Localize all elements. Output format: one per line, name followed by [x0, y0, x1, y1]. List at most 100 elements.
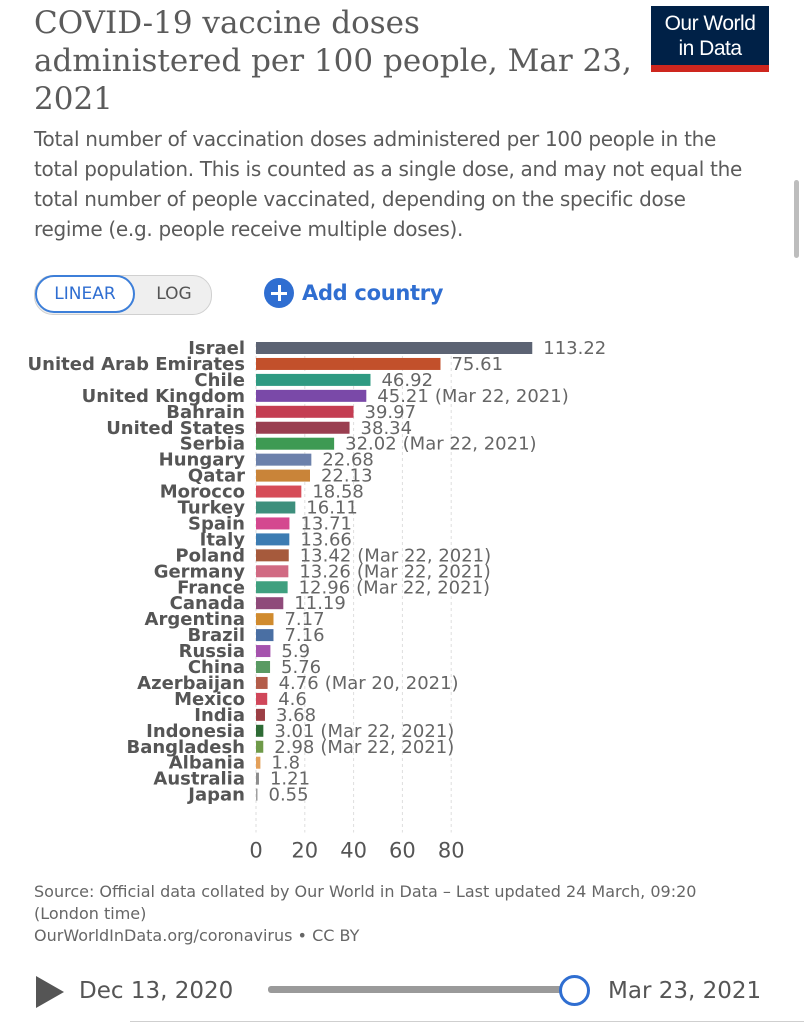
date-note: (Mar 22, 2021)	[356, 577, 490, 598]
category-label[interactable]: Brazil	[187, 625, 245, 646]
x-tick-label: 80	[438, 839, 465, 860]
category-label[interactable]: Spain	[188, 513, 245, 534]
category-label[interactable]: Azerbaijan	[137, 673, 245, 694]
bar[interactable]	[256, 724, 264, 737]
category-label[interactable]: India	[194, 705, 245, 726]
category-label[interactable]: Australia	[153, 769, 245, 790]
category-label[interactable]: Japan	[186, 785, 245, 806]
bar[interactable]	[256, 389, 367, 402]
category-label[interactable]: Morocco	[160, 482, 245, 503]
category-label[interactable]: Bangladesh	[126, 737, 245, 758]
bar[interactable]	[256, 629, 274, 642]
category-label[interactable]: Chile	[194, 370, 245, 391]
value-label: 5.9	[281, 641, 310, 662]
divider	[130, 1021, 804, 1022]
bar[interactable]	[256, 645, 271, 658]
bar[interactable]	[256, 437, 335, 450]
category-label[interactable]: Germany	[154, 561, 246, 582]
add-country-button[interactable]: Add country	[264, 277, 444, 309]
category-label[interactable]: Poland	[175, 545, 245, 566]
timeline-start-date: Dec 13, 2020	[79, 978, 234, 1004]
category-label[interactable]: United Kingdom	[82, 386, 245, 407]
value-label: 113.22	[543, 338, 606, 359]
bar[interactable]	[256, 565, 289, 578]
value-label: 11.19	[294, 593, 346, 614]
bar[interactable]	[256, 581, 288, 594]
bar[interactable]	[256, 342, 533, 354]
timeline-slider-handle[interactable]	[559, 975, 590, 1006]
bar[interactable]	[256, 517, 290, 530]
linear-scale-button[interactable]: LINEAR	[35, 275, 135, 313]
value-label: 4.76	[279, 673, 319, 694]
bar[interactable]	[256, 549, 289, 562]
bar[interactable]	[256, 373, 371, 386]
category-label[interactable]: Albania	[169, 753, 245, 774]
bar[interactable]	[256, 613, 274, 626]
category-label[interactable]: United States	[106, 418, 245, 439]
category-label[interactable]: Canada	[170, 593, 245, 614]
category-label[interactable]: Qatar	[188, 466, 245, 487]
value-label: 0.55	[269, 785, 309, 806]
category-label[interactable]: United Arab Emirates	[28, 354, 245, 375]
bar[interactable]	[256, 485, 302, 498]
category-label[interactable]: Israel	[188, 338, 245, 359]
date-note: (Mar 22, 2021)	[320, 737, 454, 758]
value-label: 2.98	[274, 737, 314, 758]
bar[interactable]	[256, 756, 261, 769]
plus-circle-icon	[264, 278, 294, 308]
category-label[interactable]: Argentina	[145, 609, 245, 630]
date-note: (Mar 22, 2021)	[357, 561, 491, 582]
owid-logo[interactable]: Our World in Data	[651, 6, 769, 72]
bar[interactable]	[256, 405, 354, 418]
category-label[interactable]: Bahrain	[166, 402, 245, 423]
value-label: 5.76	[281, 657, 321, 678]
value-label: 38.34	[361, 418, 413, 439]
x-axis-ticks: 0 20 40 60 80	[249, 839, 464, 860]
bar-chart: Israel 113.22 United Arab Emirates 75.61 Chi…	[28, 338, 607, 860]
bar[interactable]	[256, 788, 258, 801]
value-label: 22.68	[322, 450, 374, 471]
value-label: 75.61	[451, 354, 503, 375]
source-url[interactable]: OurWorldInData.org/coronavirus • CC BY	[34, 926, 360, 945]
value-label: 3.01	[274, 721, 314, 742]
bar[interactable]	[256, 597, 284, 610]
bar[interactable]	[256, 469, 310, 482]
bar[interactable]	[256, 453, 312, 466]
category-label[interactable]: Italy	[200, 529, 246, 550]
log-scale-button[interactable]: LOG	[156, 284, 192, 304]
source-text: Source: Official data collated by Our Wo…	[34, 882, 697, 923]
bar[interactable]	[256, 661, 271, 673]
date-note: (Mar 22, 2021)	[435, 386, 569, 407]
bar[interactable]	[256, 533, 290, 546]
bar[interactable]	[256, 692, 268, 705]
date-note: (Mar 22, 2021)	[320, 721, 454, 742]
x-tick-label: 0	[249, 839, 262, 860]
bar[interactable]	[256, 676, 268, 689]
bar[interactable]	[256, 708, 265, 721]
category-label[interactable]: Serbia	[180, 434, 245, 455]
value-label: 1.21	[270, 769, 310, 790]
scrollbar[interactable]	[794, 180, 799, 258]
bars	[256, 342, 533, 801]
category-label[interactable]: Mexico	[174, 689, 245, 710]
value-label: 13.66	[300, 529, 352, 550]
category-label[interactable]: Russia	[179, 641, 245, 662]
category-label[interactable]: Hungary	[159, 450, 246, 471]
date-note: (Mar 20, 2021)	[325, 673, 459, 694]
category-label[interactable]: Turkey	[178, 498, 246, 519]
value-label: 46.92	[381, 370, 433, 391]
bar[interactable]	[256, 740, 264, 753]
bar[interactable]	[256, 357, 441, 370]
chart-subtitle: Total number of vaccination doses admini…	[34, 127, 742, 241]
timeline-slider-track[interactable]	[268, 986, 574, 993]
bar[interactable]	[256, 501, 296, 514]
value-label: 7.16	[284, 625, 324, 646]
bar[interactable]	[256, 421, 350, 434]
category-label[interactable]: Indonesia	[146, 721, 245, 742]
category-label[interactable]: France	[177, 577, 245, 598]
bar[interactable]	[256, 772, 259, 785]
value-label: 3.68	[276, 705, 316, 726]
play-icon[interactable]	[36, 976, 64, 1008]
category-label[interactable]: China	[188, 657, 245, 678]
value-label: 12.96	[299, 577, 351, 598]
